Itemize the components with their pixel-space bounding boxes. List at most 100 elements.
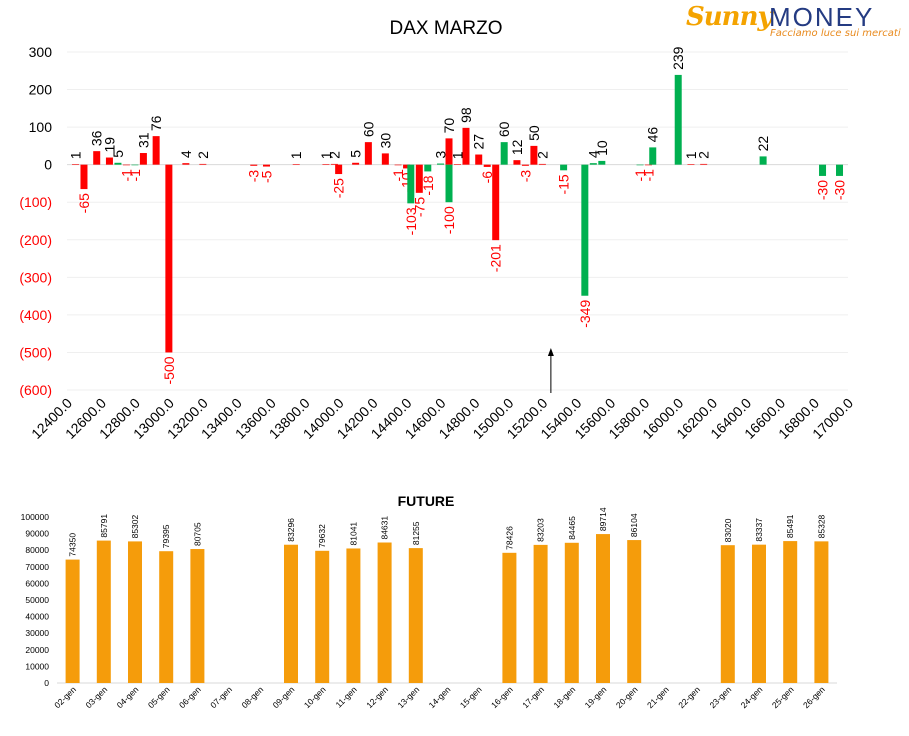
future-x-tick-label: 03-gen xyxy=(83,684,109,710)
future-bar xyxy=(596,534,610,683)
dax-y-tick-label: (500) xyxy=(19,344,52,360)
dax-data-label: 12 xyxy=(509,139,525,155)
dax-data-label: -5 xyxy=(258,170,274,183)
dax-data-label: 4 xyxy=(178,150,194,158)
future-y-tick-label: 10000 xyxy=(25,661,49,671)
future-x-tick-label: 20-gen xyxy=(614,684,640,710)
dax-data-label: 70 xyxy=(441,118,457,134)
future-y-tick-label: 100000 xyxy=(21,512,50,522)
dax-data-label: 1 xyxy=(67,151,83,159)
dax-data-label: 239 xyxy=(670,46,686,70)
dax-bar xyxy=(122,164,130,166)
dax-bar xyxy=(424,164,432,172)
dax-y-tick-label: (100) xyxy=(19,194,52,210)
future-chart-title: FUTURE xyxy=(398,493,455,509)
dax-data-label: -3 xyxy=(517,170,533,183)
future-bar xyxy=(783,541,798,683)
future-x-tick-label: 08-gen xyxy=(239,684,265,710)
future-bar xyxy=(720,545,735,683)
logo-brand-sunny: Sunny xyxy=(686,2,773,32)
dax-y-tick-label: 100 xyxy=(29,119,53,135)
dax-data-label: 10 xyxy=(594,140,610,156)
dax-bar xyxy=(114,162,122,165)
future-data-label: 83337 xyxy=(754,518,764,542)
future-x-tick-label: 17-gen xyxy=(520,684,546,710)
dax-bar xyxy=(322,164,330,165)
future-data-label: 86104 xyxy=(629,513,639,537)
future-x-tick-label: 25-gen xyxy=(770,684,796,710)
future-x-tick-label: 10-gen xyxy=(302,684,328,710)
future-x-tick-label: 21-gen xyxy=(645,684,671,710)
dax-data-label: 98 xyxy=(458,107,474,123)
dax-data-label: -30 xyxy=(815,180,831,200)
dax-data-label: -1 xyxy=(632,169,648,182)
dax-bar xyxy=(394,164,402,166)
dax-data-label: 30 xyxy=(377,133,393,149)
dax-bar xyxy=(492,164,500,241)
future-y-tick-label: 20000 xyxy=(25,645,49,655)
dax-data-label: 4 xyxy=(585,150,601,158)
dax-data-label: 31 xyxy=(135,132,151,148)
future-x-tick-label: 22-gen xyxy=(676,684,702,710)
dax-bar xyxy=(250,164,258,166)
dax-data-label: -201 xyxy=(488,244,504,272)
dax-bar xyxy=(674,74,682,165)
future-data-label: 83296 xyxy=(286,518,296,542)
dax-bar xyxy=(352,162,360,165)
dax-chart-title: DAX MARZO xyxy=(390,18,503,39)
dax-bar xyxy=(80,164,88,190)
dax-data-label: 1 xyxy=(683,151,699,159)
dax-bar xyxy=(649,147,657,165)
future-bar xyxy=(346,548,361,683)
future-x-tick-label: 19-gen xyxy=(583,684,609,710)
dax-bar xyxy=(454,164,461,165)
future-bar xyxy=(533,544,548,683)
future-bar xyxy=(814,541,829,683)
dax-y-tick-label: (200) xyxy=(19,232,52,248)
future-y-tick-label: 30000 xyxy=(25,628,49,638)
dax-bar xyxy=(819,164,827,176)
future-x-tick-label: 14-gen xyxy=(427,684,453,710)
future-x-tick-label: 12-gen xyxy=(364,684,390,710)
dax-y-tick-label: 200 xyxy=(29,82,53,98)
dax-data-label: -100 xyxy=(441,206,457,234)
current-price-arrow-head xyxy=(547,348,554,356)
future-data-label: 85328 xyxy=(816,514,826,538)
dax-data-label: 5 xyxy=(348,150,364,158)
dax-bar xyxy=(581,164,589,296)
dax-y-tick-label: 0 xyxy=(44,157,52,173)
dax-data-label: 19 xyxy=(101,137,117,153)
dax-bar xyxy=(152,136,160,165)
future-bar xyxy=(564,542,579,683)
future-y-tick-label: 70000 xyxy=(25,562,49,572)
future-bar xyxy=(502,552,517,683)
future-y-tick-label: 40000 xyxy=(25,612,49,622)
future-data-label: 81255 xyxy=(411,521,421,545)
dax-bar xyxy=(560,164,568,171)
dax-bar xyxy=(759,156,767,165)
dax-bar xyxy=(445,138,453,165)
dax-data-label: -15 xyxy=(556,174,572,194)
future-data-label: 79395 xyxy=(161,524,171,548)
future-bar xyxy=(284,544,298,683)
dax-bar xyxy=(364,142,372,165)
future-y-tick-label: 60000 xyxy=(25,578,49,588)
future-bar xyxy=(159,551,174,683)
dax-data-label: -25 xyxy=(331,178,347,198)
dax-data-label: -75 xyxy=(411,197,427,217)
dax-data-label: -349 xyxy=(577,300,593,328)
future-x-tick-label: 06-gen xyxy=(177,684,203,710)
future-y-tick-label: 0 xyxy=(44,678,49,688)
future-data-label: 85302 xyxy=(130,514,140,538)
future-x-tick-label: 16-gen xyxy=(489,684,515,710)
future-bar xyxy=(315,550,330,683)
future-x-tick-label: 23-gen xyxy=(707,684,733,710)
future-data-label: 84465 xyxy=(567,516,577,540)
dax-data-label: 76 xyxy=(148,115,164,131)
future-bar xyxy=(190,549,205,683)
dax-bar xyxy=(475,154,483,165)
future-bar xyxy=(752,544,766,683)
future-data-label: 85491 xyxy=(785,514,795,538)
dax-data-label: -6 xyxy=(479,171,495,184)
